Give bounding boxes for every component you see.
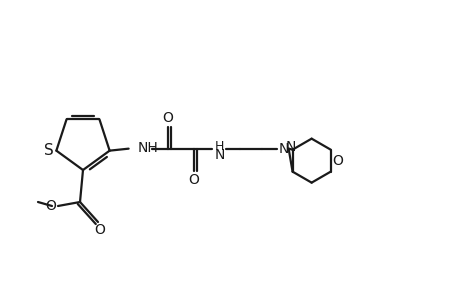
Text: O: O (331, 154, 342, 168)
Text: O: O (45, 199, 56, 213)
Text: S: S (45, 143, 54, 158)
Text: N: N (214, 148, 224, 162)
Text: N: N (278, 142, 288, 156)
Text: NH: NH (137, 141, 158, 155)
Text: O: O (188, 173, 199, 187)
Text: O: O (95, 223, 105, 237)
Text: N: N (285, 140, 295, 154)
Text: O: O (162, 111, 173, 125)
Text: H: H (214, 140, 224, 153)
